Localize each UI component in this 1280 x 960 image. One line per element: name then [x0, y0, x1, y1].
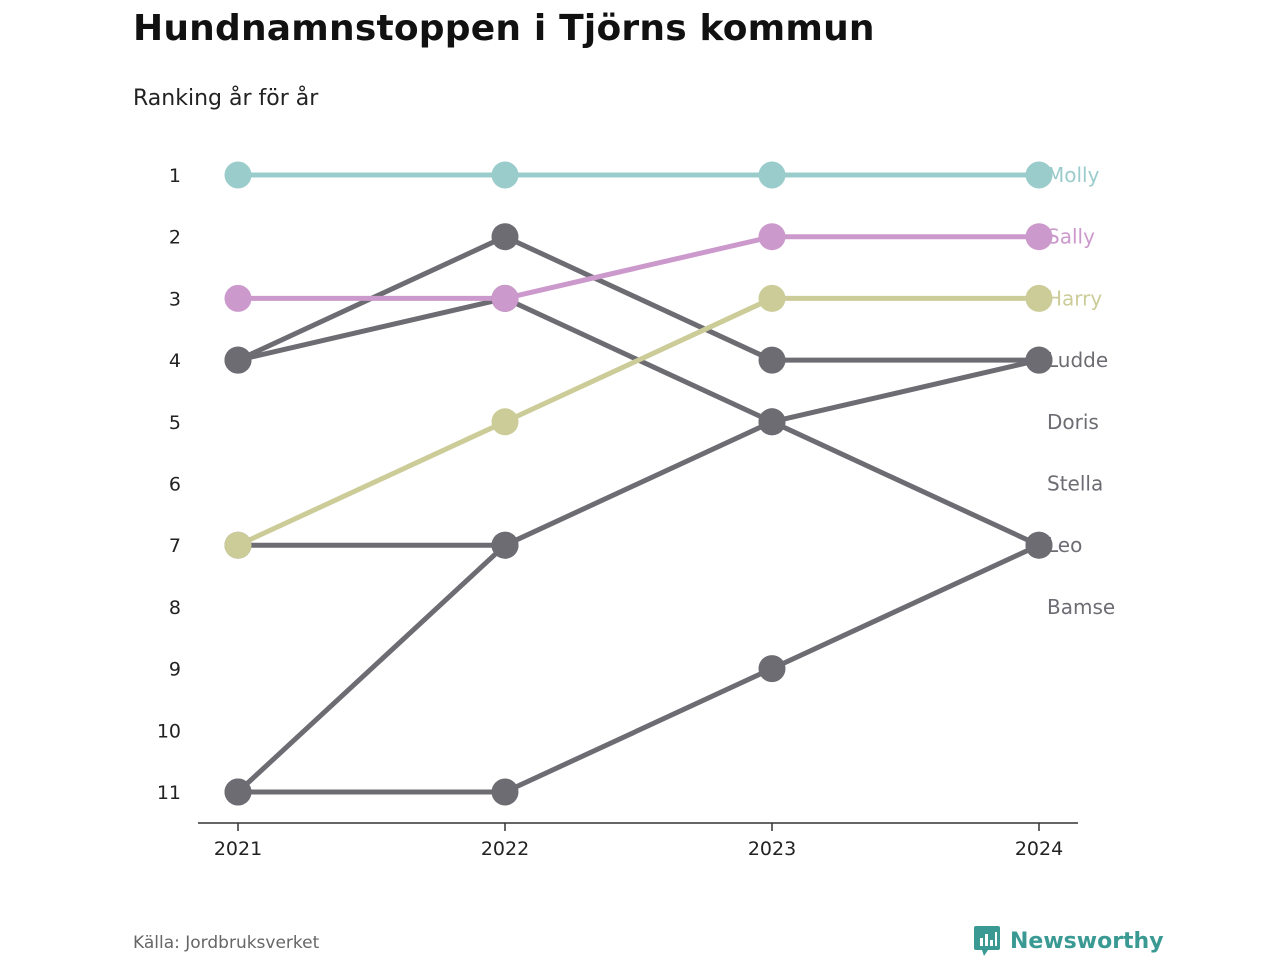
y-tick-label: 9: [169, 659, 181, 681]
end-label-leo: Leo: [1047, 533, 1082, 557]
point-sally: [758, 223, 786, 251]
brand: Newsworthy: [972, 924, 1164, 958]
y-axis-ticks: 1 2 3 4 5 6 7 8 9 10 11: [157, 165, 181, 804]
brand-name: Newsworthy: [1010, 928, 1164, 954]
y-tick-label: 1: [169, 165, 181, 187]
end-labels: Molly Sally Harry Ludde Doris Stella Leo Bamse: [1047, 163, 1115, 619]
point-molly: [491, 161, 519, 189]
y-tick-label: 10: [157, 720, 181, 742]
point-molly: [1025, 161, 1053, 189]
point-harry: [1025, 284, 1053, 312]
point-ludde: [491, 223, 519, 251]
point-sally: [1025, 223, 1053, 251]
end-label-molly: Molly: [1047, 163, 1100, 187]
series-line-harry: [235, 295, 1042, 548]
x-tick-label: 2022: [481, 838, 529, 860]
chart-subtitle: Ranking år för år: [133, 86, 319, 111]
point-harry: [758, 284, 786, 312]
point-molly: [224, 161, 252, 189]
y-tick-label: 11: [157, 782, 181, 804]
x-axis-ticks: 2021 2022 2023 2024: [214, 823, 1063, 860]
source-note: Källa: Jordbruksverket: [133, 933, 320, 953]
end-label-stella: Stella: [1047, 472, 1103, 496]
series-line-doris: [235, 357, 1042, 795]
point-leo: [758, 655, 786, 683]
point-harry: [491, 408, 519, 436]
point-sally: [491, 284, 519, 312]
point-harry: [224, 531, 252, 559]
point-leo: [224, 778, 252, 806]
point-leo: [1025, 531, 1053, 559]
point-leo: [491, 778, 519, 806]
end-label-bamse: Bamse: [1047, 595, 1115, 619]
series-line-sally: [235, 234, 1042, 301]
end-label-harry: Harry: [1047, 286, 1102, 310]
chart-title: Hundnamnstoppen i Tjörns kommun: [133, 8, 875, 49]
y-tick-label: 2: [169, 227, 181, 249]
y-tick-label: 3: [169, 288, 181, 310]
point-doris: [1025, 346, 1053, 374]
y-tick-label: 6: [169, 474, 181, 496]
y-tick-label: 8: [169, 597, 181, 619]
series-points: [224, 161, 1053, 806]
point-ludde: [758, 346, 786, 374]
point-stella: [758, 408, 786, 436]
x-tick-label: 2021: [214, 838, 262, 860]
y-tick-label: 4: [169, 350, 181, 372]
series-line-stella: [235, 295, 1042, 548]
point-stella: [224, 346, 252, 374]
series-line-leo: [235, 542, 1042, 795]
end-label-sally: Sally: [1047, 225, 1095, 249]
newsworthy-logo-icon: [974, 926, 1000, 956]
point-bamse: [491, 531, 519, 559]
point-molly: [758, 161, 786, 189]
point-sally: [224, 284, 252, 312]
x-tick-label: 2024: [1015, 838, 1063, 860]
x-tick-label: 2023: [748, 838, 796, 860]
y-tick-label: 5: [169, 412, 181, 434]
end-label-doris: Doris: [1047, 410, 1099, 434]
series-lines: [235, 172, 1042, 795]
y-tick-label: 7: [169, 535, 181, 557]
end-label-ludde: Ludde: [1047, 348, 1108, 372]
